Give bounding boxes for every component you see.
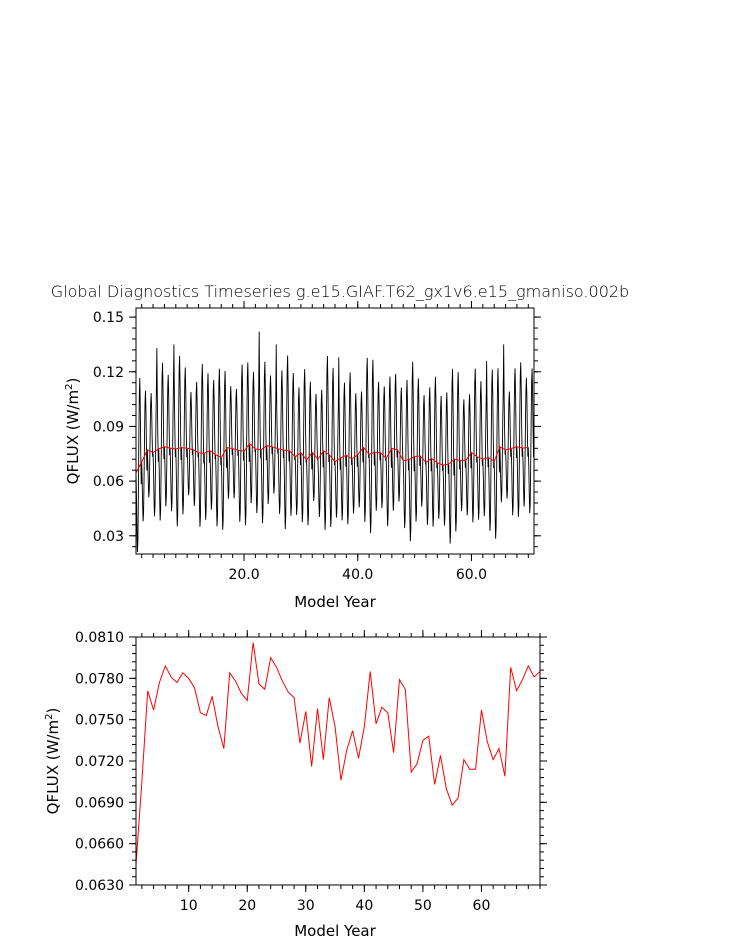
y-tick-label: 0.09 (93, 419, 124, 435)
figure-title: Global Diagnostics Timeseries g.e15.GIAF… (51, 282, 629, 301)
y-tick-label: 0.0690 (75, 795, 124, 811)
series-line-annual_mean (135, 442, 529, 474)
plot-frame (135, 636, 541, 886)
x-tick-label: 10 (180, 898, 198, 914)
x-axis-label: Model Year (294, 922, 376, 940)
series-layer (135, 331, 534, 553)
y-axis-label: QFLUX (W/m2) (64, 378, 82, 485)
x-tick-labels: 10 20 30 40 50 60 (180, 898, 491, 914)
y-tick-label: 0.0630 (75, 878, 124, 894)
y-tick-label: 0.0810 (75, 630, 124, 646)
y-tick-label: 0.0750 (75, 713, 124, 729)
x-tick-label: 30 (297, 898, 315, 914)
x-tick-label: 50 (414, 898, 432, 914)
y-tick-label: 0.12 (93, 365, 124, 381)
y-tick-label: 0.0720 (75, 754, 124, 770)
y-tick-label: 0.0780 (75, 671, 124, 687)
series-line-annual_mean (135, 642, 541, 865)
y-axis-label: QFLUX (W/m2) (44, 708, 62, 815)
series-line-monthly (135, 331, 534, 553)
y-tick-label: 0.03 (93, 529, 124, 545)
top-timeseries-panel: 20.0 40.0 60.0 0.03 0.06 0.09 0.12 0.15 Model … (64, 301, 541, 611)
x-tick-label: 60 (473, 898, 491, 914)
y-tick-label: 0.06 (93, 474, 124, 490)
bottom-annual-panel: 10 20 30 40 50 60 0.06300.06600.06900.07200.0… (44, 630, 547, 940)
y-tick-label: 0.0660 (75, 837, 124, 853)
y-tick-labels: 0.0630 0.0660 0.0690 0.0720 0.0750 0.0780 0.08… (75, 630, 124, 894)
series-layer (135, 642, 541, 865)
y-tick-labels: 0.03 0.06 0.09 0.12 0.15 (93, 310, 124, 545)
x-tick-label: 20.0 (228, 567, 259, 583)
axis-ticks (129, 630, 547, 892)
x-axis-label: Model Year (294, 593, 376, 611)
axis-ticks (129, 301, 541, 561)
x-tick-label: 20 (238, 898, 256, 914)
x-tick-label: 60.0 (456, 567, 487, 583)
y-tick-label: 0.15 (93, 310, 124, 326)
x-tick-label: 40 (355, 898, 373, 914)
x-tick-labels: 20.0 40.0 60.0 (228, 567, 487, 583)
plot-frame (135, 307, 535, 555)
x-tick-label: 40.0 (342, 567, 373, 583)
